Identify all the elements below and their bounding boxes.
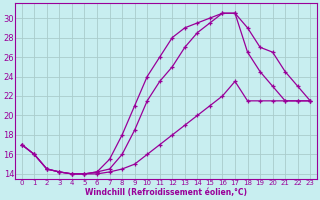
- X-axis label: Windchill (Refroidissement éolien,°C): Windchill (Refroidissement éolien,°C): [85, 188, 247, 197]
